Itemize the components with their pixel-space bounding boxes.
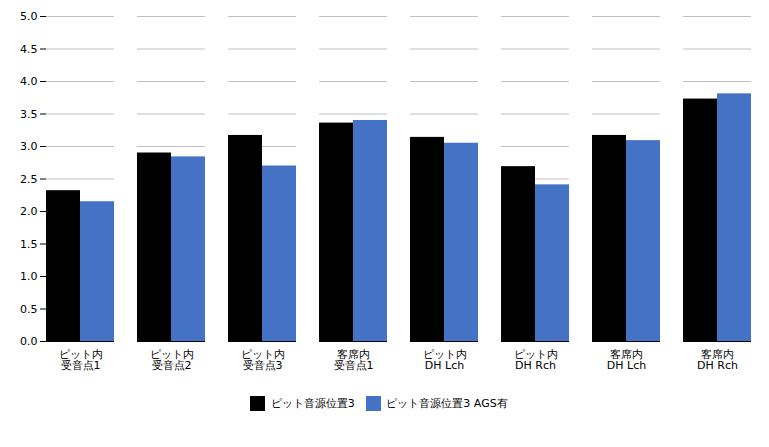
svg-text:客席内受音点1: 客席内受音点1 bbox=[334, 348, 374, 372]
svg-text:4.5: 4.5 bbox=[20, 43, 38, 56]
svg-text:ピット内DH Lch: ピット内DH Lch bbox=[423, 348, 467, 372]
svg-text:1.5: 1.5 bbox=[20, 238, 38, 251]
svg-text:5.0: 5.0 bbox=[20, 10, 38, 23]
svg-text:ピット内受音点1: ピット内受音点1 bbox=[59, 348, 103, 372]
svg-text:客席内DH Lch: 客席内DH Lch bbox=[607, 348, 646, 372]
svg-text:3.5: 3.5 bbox=[20, 108, 38, 121]
svg-text:2.0: 2.0 bbox=[20, 205, 38, 218]
html-text:ピット音源位置3: ピット音源位置3 bbox=[270, 397, 355, 410]
svg-text:3.0: 3.0 bbox=[20, 140, 38, 153]
svg-text:客席内DH Rch: 客席内DH Rch bbox=[697, 348, 738, 372]
svg-text:4.0: 4.0 bbox=[20, 75, 38, 88]
svg-text:ピット内DH Rch: ピット内DH Rch bbox=[514, 348, 558, 372]
svg-text:2.5: 2.5 bbox=[20, 173, 38, 186]
svg-text:1.0: 1.0 bbox=[20, 270, 38, 283]
svg-text:0.0: 0.0 bbox=[20, 335, 38, 348]
svg-text:0.5: 0.5 bbox=[20, 303, 38, 316]
html-text:ピット音源位置3 AGS有: ピット音源位置3 AGS有 bbox=[386, 397, 508, 410]
svg-text:ピット内受音点2: ピット内受音点2 bbox=[150, 348, 194, 372]
svg-text:ピット内受音点3: ピット内受音点3 bbox=[241, 348, 285, 372]
